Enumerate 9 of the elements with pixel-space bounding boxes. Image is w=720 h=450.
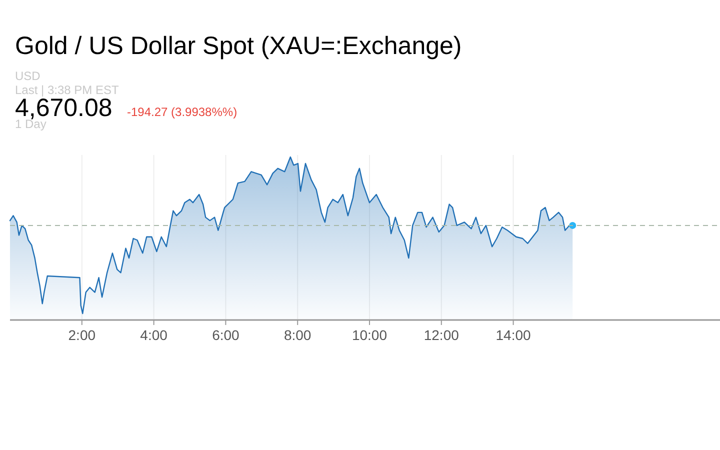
chart-title: Gold / US Dollar Spot (XAU=:Exchange) (15, 32, 462, 60)
x-tick-label: 4:00 (140, 327, 168, 343)
x-tick-label: 14:00 (496, 327, 532, 343)
x-tick-label: 6:00 (212, 327, 240, 343)
x-tick-label: 12:00 (424, 327, 460, 343)
x-tick-label: 8:00 (284, 327, 312, 343)
x-tick-label: 2:00 (68, 327, 96, 343)
text: -194.27 (3.9938%%) (127, 105, 238, 119)
x-tick-label: 10:00 (352, 327, 388, 343)
